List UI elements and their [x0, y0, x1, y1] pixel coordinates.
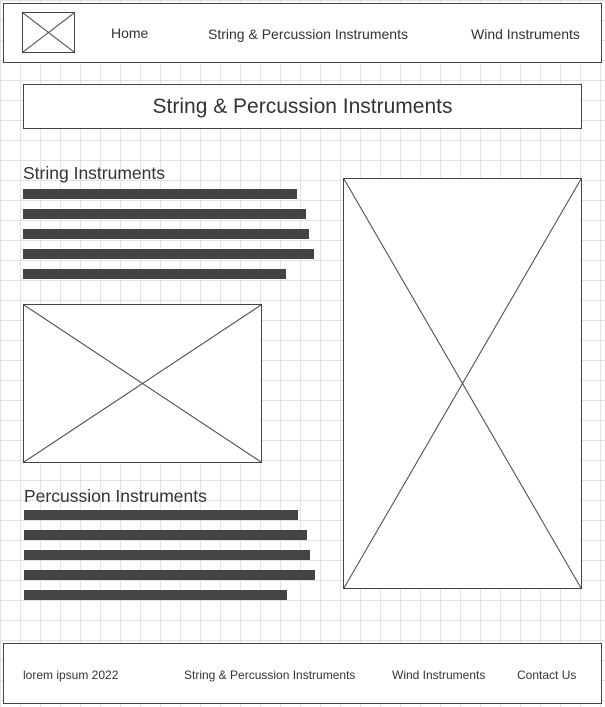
- percussion-text-line: [24, 510, 298, 520]
- string-image-placeholder: [23, 304, 262, 463]
- nav-wind-instruments-link[interactable]: Wind Instruments: [471, 26, 580, 42]
- site-footer: [3, 643, 602, 704]
- image-placeholder-icon: [24, 305, 261, 462]
- percussion-text-line: [24, 530, 307, 540]
- image-placeholder-icon: [344, 179, 581, 588]
- percussion-text-line: [24, 570, 315, 580]
- main-image-placeholder: [343, 178, 582, 589]
- percussion-text-line: [24, 550, 310, 560]
- string-text-line: [23, 249, 314, 259]
- string-text-line: [23, 209, 306, 219]
- string-text-line: [23, 229, 309, 239]
- page-title: String & Percussion Instruments: [152, 94, 453, 118]
- footer-contact-link[interactable]: Contact Us: [517, 668, 577, 682]
- nav-string-percussion-link[interactable]: String & Percussion Instruments: [208, 26, 408, 42]
- nav-home-link[interactable]: Home: [111, 25, 149, 41]
- footer-string-percussion-link[interactable]: String & Percussion Instruments: [184, 668, 356, 682]
- footer-copyright: lorem ipsum 2022: [23, 668, 119, 682]
- footer-wind-instruments-link[interactable]: Wind Instruments: [392, 668, 486, 682]
- string-text-line: [23, 189, 297, 199]
- percussion-text-line: [24, 590, 287, 600]
- percussion-instruments-heading: Percussion Instruments: [24, 486, 207, 506]
- page-title-box: String & Percussion Instruments: [23, 84, 582, 129]
- logo-placeholder[interactable]: [22, 12, 75, 53]
- site-header: [3, 3, 602, 63]
- string-text-line: [23, 269, 286, 279]
- string-instruments-heading: String Instruments: [23, 163, 165, 183]
- image-placeholder-icon: [23, 13, 74, 52]
